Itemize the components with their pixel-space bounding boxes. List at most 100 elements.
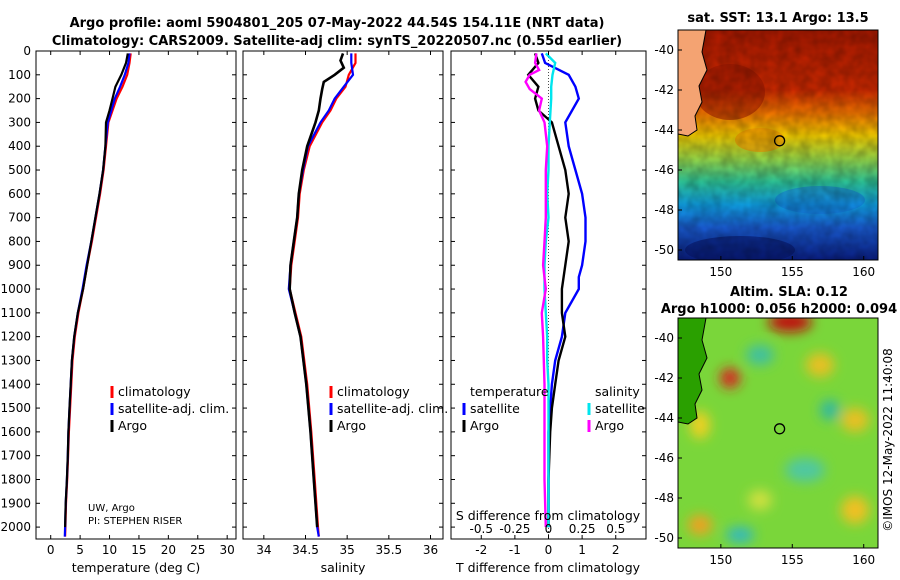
depth-tick-label: 200: [8, 92, 31, 106]
sla-high-2: [720, 368, 740, 388]
difference-panel: -2 -1 0 1 2 -0.5 -0.25 0 0.25 0.5 S difference f…: [450, 50, 647, 575]
depth-tick-label: 300: [8, 115, 31, 129]
sla-low-1: [746, 345, 774, 365]
series-line-s-argo: [524, 53, 549, 528]
sst-map-panel: sat. SST: 13.1 Argo: 13.5: [654, 11, 879, 279]
lat-tick-label: -40: [654, 43, 674, 57]
s-difference-tick-label: 0.5: [606, 522, 625, 536]
lat-tick-label: -40: [654, 331, 674, 345]
sla-field: [678, 318, 878, 548]
legend-t-argo: Argo: [470, 418, 499, 433]
sla-lon-ticks: 150 155 160: [709, 544, 875, 567]
sla-lat-ticks: -40 -42 -44 -46 -48 -50: [654, 331, 682, 545]
legend-t-satellite: satellite: [470, 401, 520, 416]
legend-s-argo: Argo: [595, 418, 624, 433]
depth-tick-label: 400: [8, 139, 31, 153]
sla-title-line-1: Altim. SLA: 0.12: [730, 285, 848, 300]
x-tick-label: 35.5: [375, 543, 402, 557]
lat-tick-label: -44: [654, 123, 674, 137]
s-difference-tick-label: -0.5: [470, 522, 493, 536]
x-tick-label: 35: [340, 543, 355, 557]
title-line-1: Argo profile: aoml 5904801_205 07-May-20…: [70, 16, 605, 31]
sst-map-title: sat. SST: 13.1 Argo: 13.5: [687, 11, 868, 26]
temperature-legend: climatology satellite-adj. clim. Argo: [110, 384, 229, 433]
x-tick-label: 25: [190, 543, 205, 557]
tasmania-land: [678, 318, 708, 425]
credit-line-2: PI: STEPHEN RISER: [88, 516, 182, 527]
lat-tick-label: -44: [654, 411, 674, 425]
x-tick-label: 2: [612, 543, 620, 557]
depth-tick-label: 800: [8, 234, 31, 248]
sla-mid-1: [748, 490, 772, 510]
legend-s-satellite: satellite: [595, 401, 645, 416]
depth-tick-label: 1200: [0, 330, 31, 344]
depth-tick-label: 500: [8, 163, 31, 177]
imos-watermark: ©IMOS 12-May-2022 11:40:08: [881, 348, 895, 532]
sst-lat-ticks: -40 -42 -44 -46 -48 -50: [654, 43, 682, 257]
sla-low-3: [726, 527, 754, 543]
temperature-series: [63, 53, 132, 537]
lat-tick-label: -42: [654, 371, 674, 385]
sla-high-1: [768, 318, 812, 332]
depth-tick-label: 1000: [0, 282, 31, 296]
difference-series: [524, 52, 587, 528]
lon-tick-label: 160: [852, 265, 875, 279]
sla-map-frame: [677, 317, 879, 549]
x-tick-label: 30: [220, 543, 235, 557]
legend-satellite-adj: satellite-adj. clim.: [337, 401, 448, 416]
salinity-xlabel: salinity: [321, 560, 366, 575]
x-tick-label: 1: [578, 543, 586, 557]
depth-tick-label: 1400: [0, 377, 31, 391]
sla-low-4: [820, 400, 840, 420]
temperature-plot-area: [36, 51, 236, 539]
depth-tick-label: 1500: [0, 401, 31, 415]
depth-ticks: 0 100 200 300 400 500 600 700 800 900 1000 1100 1200…: [0, 44, 31, 534]
credit-line-1: UW, Argo: [88, 503, 135, 514]
sla-high-6: [688, 515, 712, 535]
depth-tick-label: 900: [8, 258, 31, 272]
sst-map-frame: [677, 29, 879, 261]
s-difference-tick-label: -0.25: [499, 522, 530, 536]
depth-tick-label: 0: [23, 44, 31, 58]
depth-tick-label: 1900: [0, 496, 31, 510]
temperature-xlabel: temperature (deg C): [72, 560, 201, 575]
sla-high-5: [841, 408, 869, 432]
x-tick-label: 34: [256, 543, 271, 557]
lat-tick-label: -46: [654, 163, 674, 177]
salinity-series: [287, 52, 357, 537]
t-difference-xlabel: T difference from climatology: [455, 560, 641, 575]
legend-salinity-title: salinity: [595, 384, 640, 399]
series-line-argo: [288, 52, 346, 528]
temperature-panel: 0 5 10 15 20 25 30 0 100 200 300 400 500 600 700 800 90…: [0, 44, 237, 575]
legend-climatology: climatology: [337, 384, 410, 399]
sla-low-2: [785, 458, 825, 482]
series-line-s-satellite: [543, 52, 557, 528]
s-difference-tick-label: 0: [545, 522, 553, 536]
s-difference-tick-label: 0.25: [569, 522, 596, 536]
depth-tick-label: 1600: [0, 425, 31, 439]
x-tick-label: 5: [76, 543, 84, 557]
depth-tick-label: 2000: [0, 520, 31, 534]
legend-temperature-title: temperature: [470, 384, 549, 399]
x-tick-label: 20: [161, 543, 176, 557]
sst-lon-ticks: 150 155 160: [709, 256, 875, 279]
lat-tick-label: -48: [654, 203, 674, 217]
x-tick-label: -1: [509, 543, 521, 557]
s-difference-label: S difference from climatology: [456, 508, 641, 523]
salinity-frame: [242, 50, 444, 540]
x-tick-label: 0: [545, 543, 553, 557]
temperature-x-ticks: 0 5 10 15 20 25 30: [36, 50, 236, 557]
lon-tick-label: 150: [709, 553, 732, 567]
title-line-2: Climatology: CARS2009. Satellite-adj cli…: [52, 34, 622, 49]
argo-location-marker: [773, 423, 786, 435]
x-tick-label: 36: [423, 543, 438, 557]
legend-argo: Argo: [118, 418, 147, 433]
sla-map-panel: Altim. SLA: 0.12 Argo h1000: 0.056 h2000…: [654, 285, 897, 567]
series-line-t-argo: [526, 53, 570, 528]
x-tick-label: -2: [475, 543, 487, 557]
legend-argo: Argo: [337, 418, 366, 433]
lon-tick-label: 155: [781, 265, 804, 279]
lat-tick-label: -50: [654, 531, 674, 545]
depth-tick-label: 600: [8, 187, 31, 201]
